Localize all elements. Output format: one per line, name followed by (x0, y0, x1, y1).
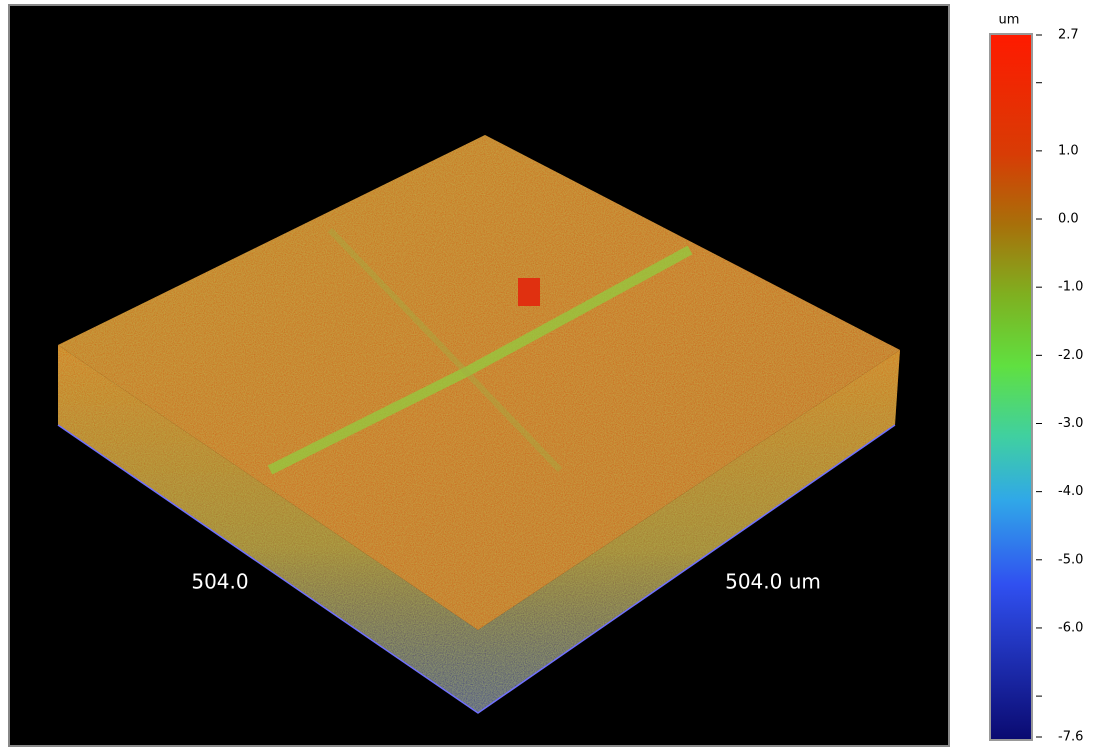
tick-label: -5.0 (1058, 552, 1083, 567)
colorbar-unit: um (999, 13, 1020, 28)
peak (518, 278, 540, 306)
tick-label: -7.6 (1058, 730, 1083, 745)
tick-label: 2.7 (1058, 28, 1079, 43)
top-face (58, 135, 900, 630)
colorbar-ticks: 2.7 1.0 0.0 -1.0 -2.0 -3.0 -4.0 -5.0 -6.0 -7.6 (1036, 28, 1083, 745)
base-edge (57, 424, 896, 714)
side-face (58, 345, 478, 713)
y-axis-label: 504.0 um (725, 570, 821, 594)
colorbar (989, 33, 1033, 741)
tick-label: -1.0 (1058, 280, 1083, 295)
groove (267, 245, 693, 475)
tick-label: 0.0 (1058, 212, 1079, 227)
surface (57, 135, 900, 714)
groove (327, 227, 563, 473)
tick-label: -3.0 (1058, 416, 1083, 431)
tick-label: -2.0 (1058, 348, 1083, 363)
x-axis-label: 504.0 (191, 570, 248, 594)
tick-label: -6.0 (1058, 620, 1083, 635)
tick-label: -4.0 (1058, 484, 1083, 499)
tick-label: 1.0 (1058, 143, 1079, 158)
side-face (478, 350, 900, 713)
